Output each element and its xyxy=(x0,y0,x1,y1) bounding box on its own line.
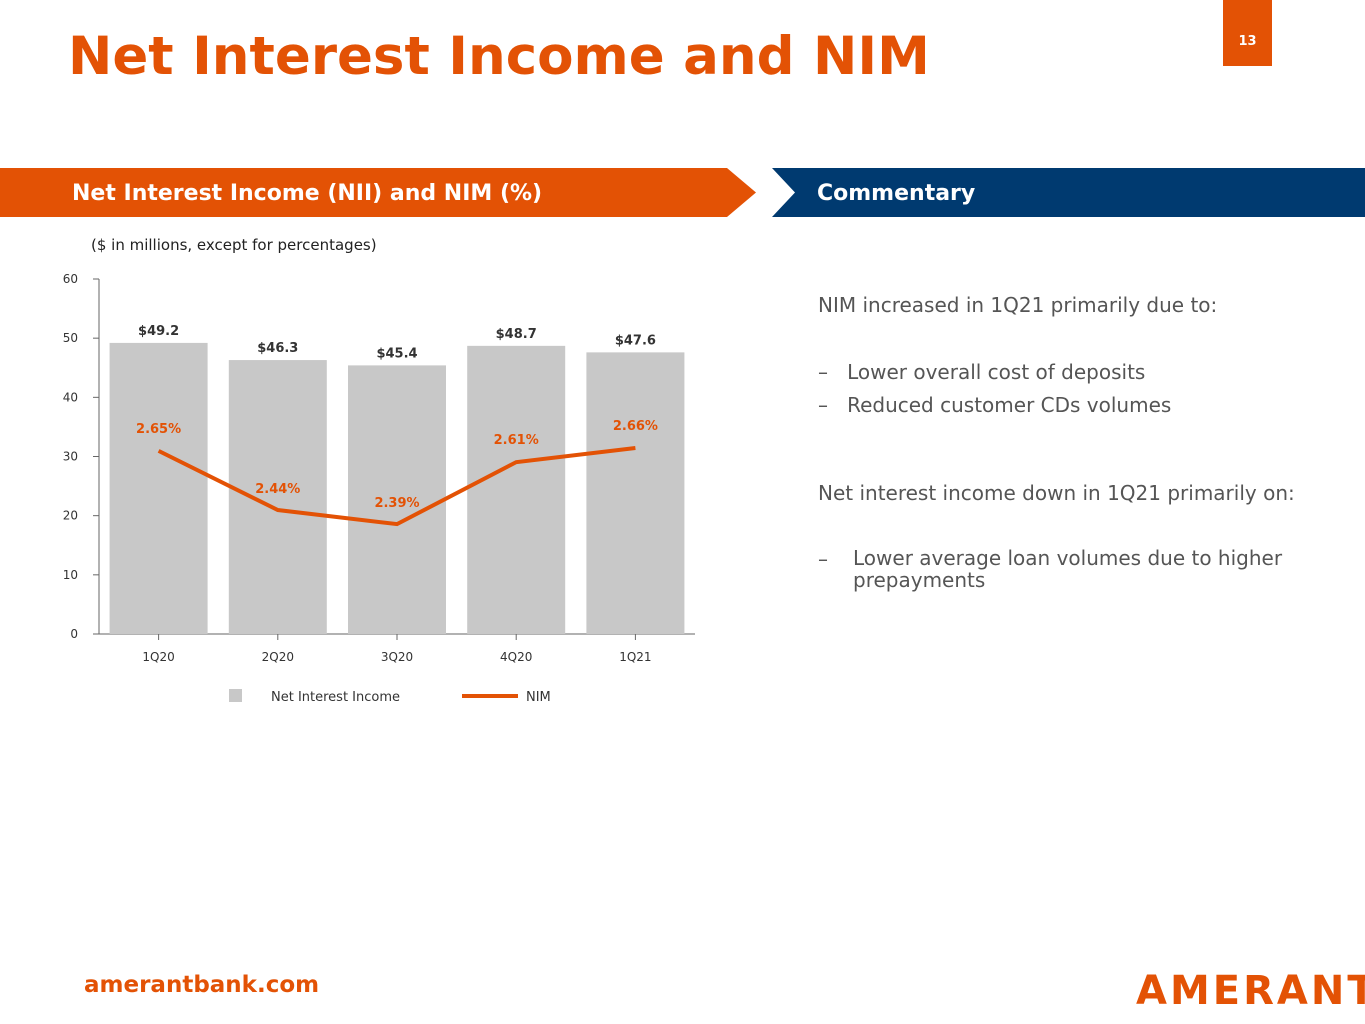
legend-nii-swatch xyxy=(229,689,242,702)
commentary-nim: NIM increased in 1Q21 primarily due to: xyxy=(818,293,1218,317)
nim-label: 2.44% xyxy=(255,482,300,497)
bar-label: $49.2 xyxy=(138,324,179,339)
amerant-logo: AMERANT xyxy=(1136,968,1365,1014)
y-tick-label: 0 xyxy=(70,627,78,641)
bar-1Q21 xyxy=(586,352,685,634)
page-title: Net Interest Income and NIM xyxy=(68,26,930,87)
bar-4Q20 xyxy=(467,345,566,634)
bar-label: $48.7 xyxy=(496,327,537,342)
page-number: 13 xyxy=(1223,0,1272,66)
bullet-text: Lower average loan volumes due to higher… xyxy=(853,546,1283,592)
x-tick-label: 1Q20 xyxy=(142,650,174,664)
nim-label: 2.66% xyxy=(613,419,658,434)
commentary-section-header: Commentary xyxy=(772,168,1365,217)
x-tick-label: 2Q20 xyxy=(262,650,294,664)
bar-label: $47.6 xyxy=(615,333,656,348)
nim-line xyxy=(157,446,636,527)
bar-2Q20 xyxy=(228,360,327,634)
footer-url[interactable]: amerantbank.com xyxy=(84,972,320,998)
y-tick-label: 60 xyxy=(63,272,78,286)
bullet-text: Lower overall cost of deposits xyxy=(847,360,1146,384)
x-tick-label: 1Q21 xyxy=(619,650,651,664)
y-tick-label: 50 xyxy=(63,331,78,345)
y-tick-label: 30 xyxy=(63,450,78,464)
chart-subtitle: ($ in millions, except for percentages) xyxy=(91,236,377,254)
bar-label: $46.3 xyxy=(257,341,298,356)
nii-nim-chart: 0 10 20 30 40 50 60 $49.2 1Q20 $46.3 2Q20 $45.4 3Q20… xyxy=(63,272,695,705)
nim-label: 2.39% xyxy=(374,496,419,511)
nim-label: 2.65% xyxy=(136,422,181,437)
bar-3Q20 xyxy=(348,365,446,634)
y-tick-label: 10 xyxy=(63,568,78,582)
legend-nim-label: NIM xyxy=(526,690,551,705)
nim-label: 2.61% xyxy=(494,433,539,448)
bar-1Q20 xyxy=(109,342,208,634)
bullet-text: Reduced customer CDs volumes xyxy=(847,393,1172,417)
bullet: – Lower average loan volumes due to highe… xyxy=(818,547,1318,591)
bar-label: $45.4 xyxy=(376,346,417,361)
commentary-title: Commentary xyxy=(817,181,976,206)
y-tick-label: 20 xyxy=(63,509,78,523)
bullet: – Reduced customer CDs volumes xyxy=(818,393,1172,417)
bullet: – Lower overall cost of deposits xyxy=(818,360,1146,384)
y-tick-label: 40 xyxy=(63,390,78,404)
chart-section-header: Net Interest Income (NII) and NIM (%) xyxy=(0,168,756,217)
chart-section-title: Net Interest Income (NII) and NIM (%) xyxy=(72,181,543,206)
commentary-nii: Net interest income down in 1Q21 primari… xyxy=(818,481,1295,505)
x-tick-label: 3Q20 xyxy=(381,650,413,664)
x-tick-label: 4Q20 xyxy=(500,650,532,664)
legend-nii-label: Net Interest Income xyxy=(271,690,400,705)
